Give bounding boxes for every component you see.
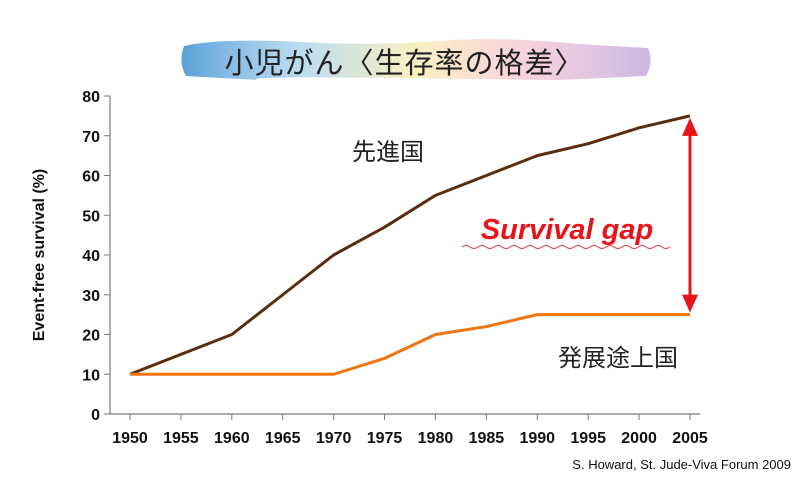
y-tick-label: 30 bbox=[82, 288, 100, 305]
x-tick-label: 1990 bbox=[519, 430, 555, 447]
y-tick-label: 50 bbox=[82, 208, 100, 225]
x-tick-label: 1960 bbox=[214, 430, 250, 447]
x-tick-label: 1985 bbox=[469, 430, 505, 447]
series-line-developed bbox=[129, 114, 691, 376]
x-tick-label: 1970 bbox=[316, 430, 352, 447]
y-tick-label: 40 bbox=[82, 248, 100, 265]
x-tick-label: 2005 bbox=[672, 430, 708, 447]
x-tick-label: 2000 bbox=[621, 430, 657, 447]
title-watercolor-band bbox=[181, 39, 651, 80]
x-tick-label: 1980 bbox=[418, 430, 454, 447]
series-line-developing bbox=[130, 313, 690, 376]
gap-arrow-head-bottom bbox=[682, 294, 698, 313]
y-tick-label: 20 bbox=[82, 328, 100, 345]
x-tick-label: 1975 bbox=[367, 430, 403, 447]
x-tick-label: 1965 bbox=[265, 430, 301, 447]
series-label-developed: 先進国 bbox=[352, 138, 424, 166]
x-tick-label: 1955 bbox=[163, 430, 199, 447]
gap-label: Survival gap bbox=[481, 214, 653, 246]
x-tick-label: 1950 bbox=[112, 430, 148, 447]
y-tick-label: 60 bbox=[82, 169, 100, 186]
series-label-developing: 発展途上国 bbox=[558, 344, 678, 372]
y-axis-label: Event-free survival (%) bbox=[31, 169, 48, 342]
source-citation: S. Howard, St. Jude-Viva Forum 2009 bbox=[572, 457, 791, 472]
y-tick-label: 70 bbox=[82, 129, 100, 146]
chart-title: 小児がん〈生存率の格差〉 bbox=[224, 46, 585, 80]
gap-arrow-head-top bbox=[682, 117, 698, 136]
y-tick-label: 0 bbox=[91, 407, 100, 424]
y-tick-label: 80 bbox=[82, 89, 100, 106]
x-tick-label: 1995 bbox=[570, 430, 606, 447]
y-tick-label: 10 bbox=[82, 367, 100, 384]
spellcheck-underline bbox=[461, 245, 671, 249]
